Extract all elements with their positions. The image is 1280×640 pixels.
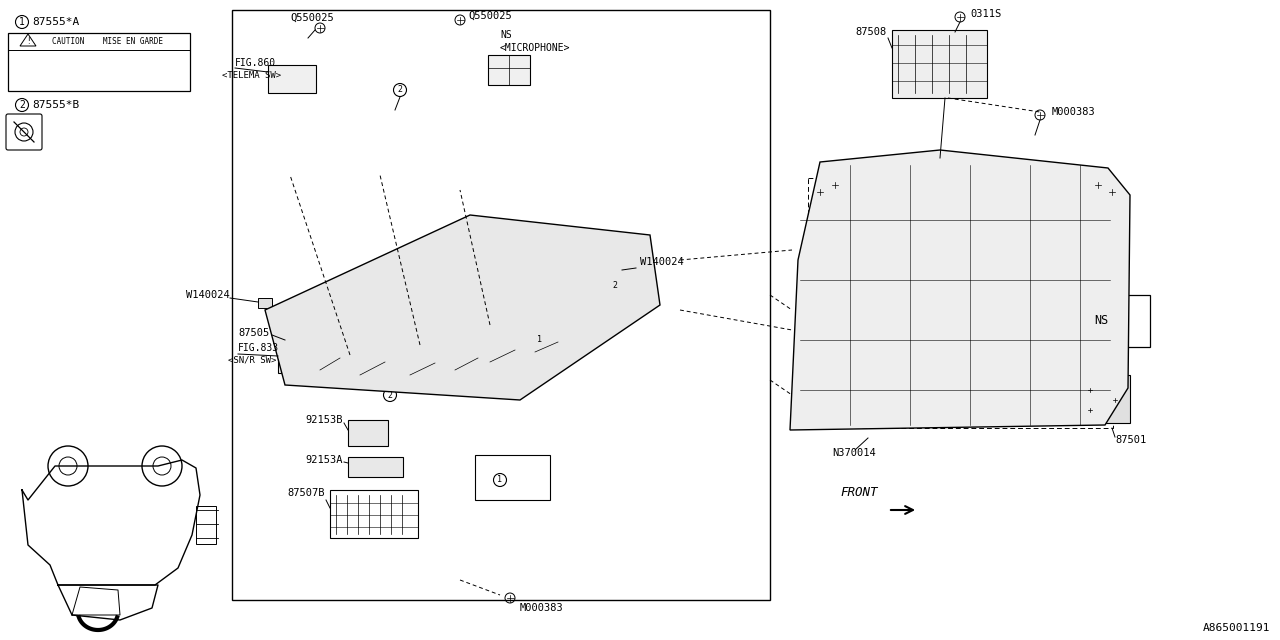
Bar [232,10,771,600]
Polygon shape [265,215,660,400]
Text: Q550025: Q550025 [291,13,334,23]
Text: NS: NS [1094,314,1108,326]
Bar [330,490,419,538]
Bar [808,178,1114,428]
Text: FRONT: FRONT [840,486,878,499]
Bar [196,506,216,544]
Text: <TELEMA SW>: <TELEMA SW> [221,70,282,79]
Bar [892,30,987,98]
Bar [259,298,273,308]
Bar [475,455,550,500]
Bar [346,348,367,364]
Bar [525,305,550,321]
Text: <MICROPHONE>: <MICROPHONE> [500,43,571,53]
Text: M000383: M000383 [520,603,563,613]
Bar [268,65,316,93]
Text: 1: 1 [498,476,503,484]
Bar [298,352,326,372]
Text: <SN/R SW>: <SN/R SW> [228,355,276,365]
Bar [440,330,468,348]
Bar [278,348,320,373]
Text: 92153A: 92153A [306,455,343,465]
Bar [1088,295,1149,347]
Text: 2: 2 [388,390,393,399]
Text: FIG.833: FIG.833 [238,343,279,353]
Text: 87555*A: 87555*A [32,17,79,27]
Text: 87505: 87505 [238,328,269,338]
Bar [1080,375,1130,423]
Text: 92153B: 92153B [306,415,343,425]
Text: 2: 2 [613,280,617,289]
Bar [622,265,636,275]
Bar [348,457,403,477]
Text: 87507B: 87507B [288,488,325,498]
Text: 2: 2 [19,100,24,110]
Bar [480,318,509,336]
Text: FIG.860: FIG.860 [236,58,276,68]
Text: !: ! [26,36,31,45]
Bar [488,55,530,85]
Text: 0311S: 0311S [970,9,1001,19]
Text: 87555*B: 87555*B [32,100,79,110]
Text: A865001191: A865001191 [1202,623,1270,633]
Text: CAUTION    MISE EN GARDE: CAUTION MISE EN GARDE [52,38,164,47]
Text: N370014: N370014 [832,448,876,458]
Text: W140024: W140024 [187,290,230,300]
Polygon shape [790,150,1130,430]
Bar [390,342,416,360]
Text: 87508: 87508 [856,27,887,37]
Text: M000383: M000383 [1052,107,1096,117]
Bar [348,420,388,446]
Text: NS: NS [500,30,512,40]
Text: 2: 2 [398,86,402,95]
Text: W140024: W140024 [640,257,684,267]
Text: 87501: 87501 [1115,435,1147,445]
Text: 1: 1 [538,335,543,344]
Text: 1: 1 [19,17,24,27]
Text: Q550025: Q550025 [468,11,512,21]
Bar [8,33,189,91]
